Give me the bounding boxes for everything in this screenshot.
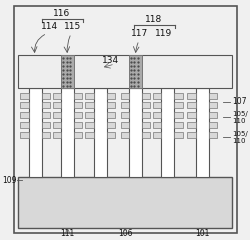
Bar [28,88,42,177]
Bar [20,132,28,138]
Text: 134: 134 [102,56,119,66]
Bar [53,102,61,108]
Bar [142,93,150,99]
Bar [153,112,162,118]
Text: 106: 106 [118,229,132,238]
Bar [174,112,183,118]
Bar [209,93,217,99]
Bar [209,122,217,128]
Text: 110: 110 [232,138,245,144]
Bar [20,122,28,128]
Bar [120,112,129,118]
Bar [129,55,142,88]
Bar [174,93,183,99]
Bar [42,132,50,138]
Text: 105/: 105/ [232,111,248,117]
Bar [188,122,196,128]
Bar [174,132,183,138]
Bar [53,122,61,128]
Bar [142,102,150,108]
Bar [20,112,28,118]
Bar [196,88,209,177]
Bar [42,112,50,118]
Bar [153,122,162,128]
Text: 116: 116 [53,9,70,18]
Bar [18,177,232,228]
Bar [94,88,106,177]
Text: 105/: 105/ [232,131,248,137]
Text: 101: 101 [195,229,210,238]
Bar [53,93,61,99]
Bar [61,88,74,177]
Bar [106,112,115,118]
Bar [106,132,115,138]
Bar [120,93,129,99]
Bar [74,112,82,118]
Bar [85,93,94,99]
Bar [174,122,183,128]
Bar [142,122,150,128]
Text: 111: 111 [60,229,75,238]
Bar [106,102,115,108]
Bar [162,88,174,177]
Bar [53,112,61,118]
Text: 119: 119 [154,29,172,38]
Bar [53,132,61,138]
Bar [18,55,232,88]
Text: 109: 109 [2,176,16,185]
Text: 118: 118 [145,15,162,24]
Bar [153,102,162,108]
Bar [20,102,28,108]
Bar [188,102,196,108]
Bar [20,93,28,99]
Bar [106,93,115,99]
Text: 114: 114 [41,22,58,31]
Bar [74,93,82,99]
Bar [188,112,196,118]
Text: 107: 107 [232,97,246,106]
Text: 115: 115 [64,22,81,31]
Bar [85,102,94,108]
Bar [174,102,183,108]
Bar [106,122,115,128]
Bar [42,122,50,128]
Text: 110: 110 [232,118,245,124]
Bar [153,132,162,138]
Bar [74,102,82,108]
Bar [85,132,94,138]
Bar [209,102,217,108]
Bar [129,88,142,177]
Bar [188,132,196,138]
Bar [120,132,129,138]
Bar [85,122,94,128]
Bar [153,93,162,99]
Bar [188,93,196,99]
Bar [209,112,217,118]
Bar [209,132,217,138]
Bar [85,112,94,118]
Bar [42,102,50,108]
Bar [142,132,150,138]
Bar [61,55,74,88]
Bar [42,93,50,99]
Bar [142,112,150,118]
Bar [74,122,82,128]
Bar [74,132,82,138]
Bar [120,102,129,108]
Text: 117: 117 [130,29,148,38]
Bar [120,122,129,128]
